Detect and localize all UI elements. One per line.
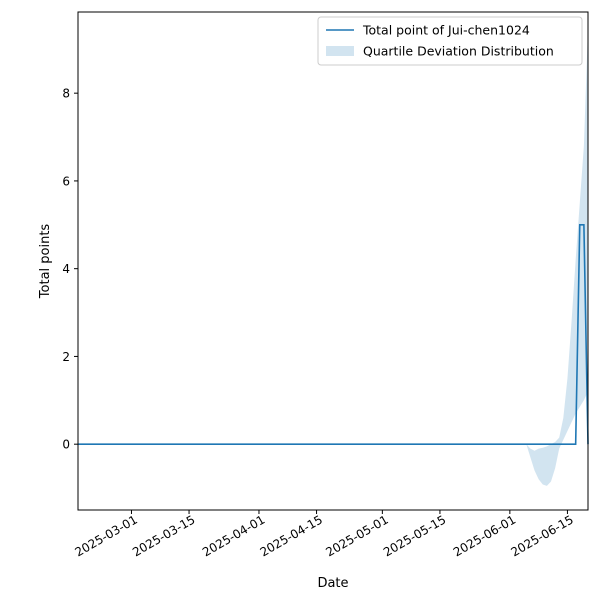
y-tick-label: 2 bbox=[62, 350, 70, 364]
y-axis: 0 2 4 6 8 bbox=[62, 87, 78, 452]
legend-entry-label: Total point of Jui-chen1024 bbox=[362, 23, 530, 38]
band-quartile-deviation bbox=[526, 27, 588, 486]
y-tick-label: 8 bbox=[62, 87, 70, 101]
legend-swatch-band bbox=[326, 46, 354, 56]
x-tick-label: 2025-05-01 bbox=[323, 512, 390, 559]
y-tick-label: 4 bbox=[62, 262, 70, 276]
series-line-total-points bbox=[78, 224, 589, 445]
band-layer bbox=[526, 27, 588, 486]
x-tick-label: 2025-05-15 bbox=[381, 512, 448, 559]
x-tick-label: 2025-06-01 bbox=[451, 512, 518, 559]
x-tick-label: 2025-04-15 bbox=[258, 512, 325, 559]
axes-frame bbox=[77, 11, 589, 511]
x-tick-label: 2025-04-01 bbox=[200, 512, 267, 559]
legend-box bbox=[317, 16, 583, 66]
line-layer bbox=[78, 224, 589, 445]
legend-entry-label: Quartile Deviation Distribution bbox=[363, 44, 554, 59]
x-tick-label: 2025-03-01 bbox=[72, 512, 139, 559]
x-tick-label: 2025-03-15 bbox=[130, 512, 197, 559]
y-tick-label: 0 bbox=[62, 438, 70, 452]
x-axis-label: Date bbox=[317, 576, 348, 591]
y-tick-label: 6 bbox=[62, 174, 70, 188]
x-tick-label: 2025-06-15 bbox=[508, 512, 575, 559]
y-axis-label: Total points bbox=[38, 224, 53, 300]
legend: Total point of Jui-chen1024 Quartile Devi… bbox=[317, 16, 583, 66]
